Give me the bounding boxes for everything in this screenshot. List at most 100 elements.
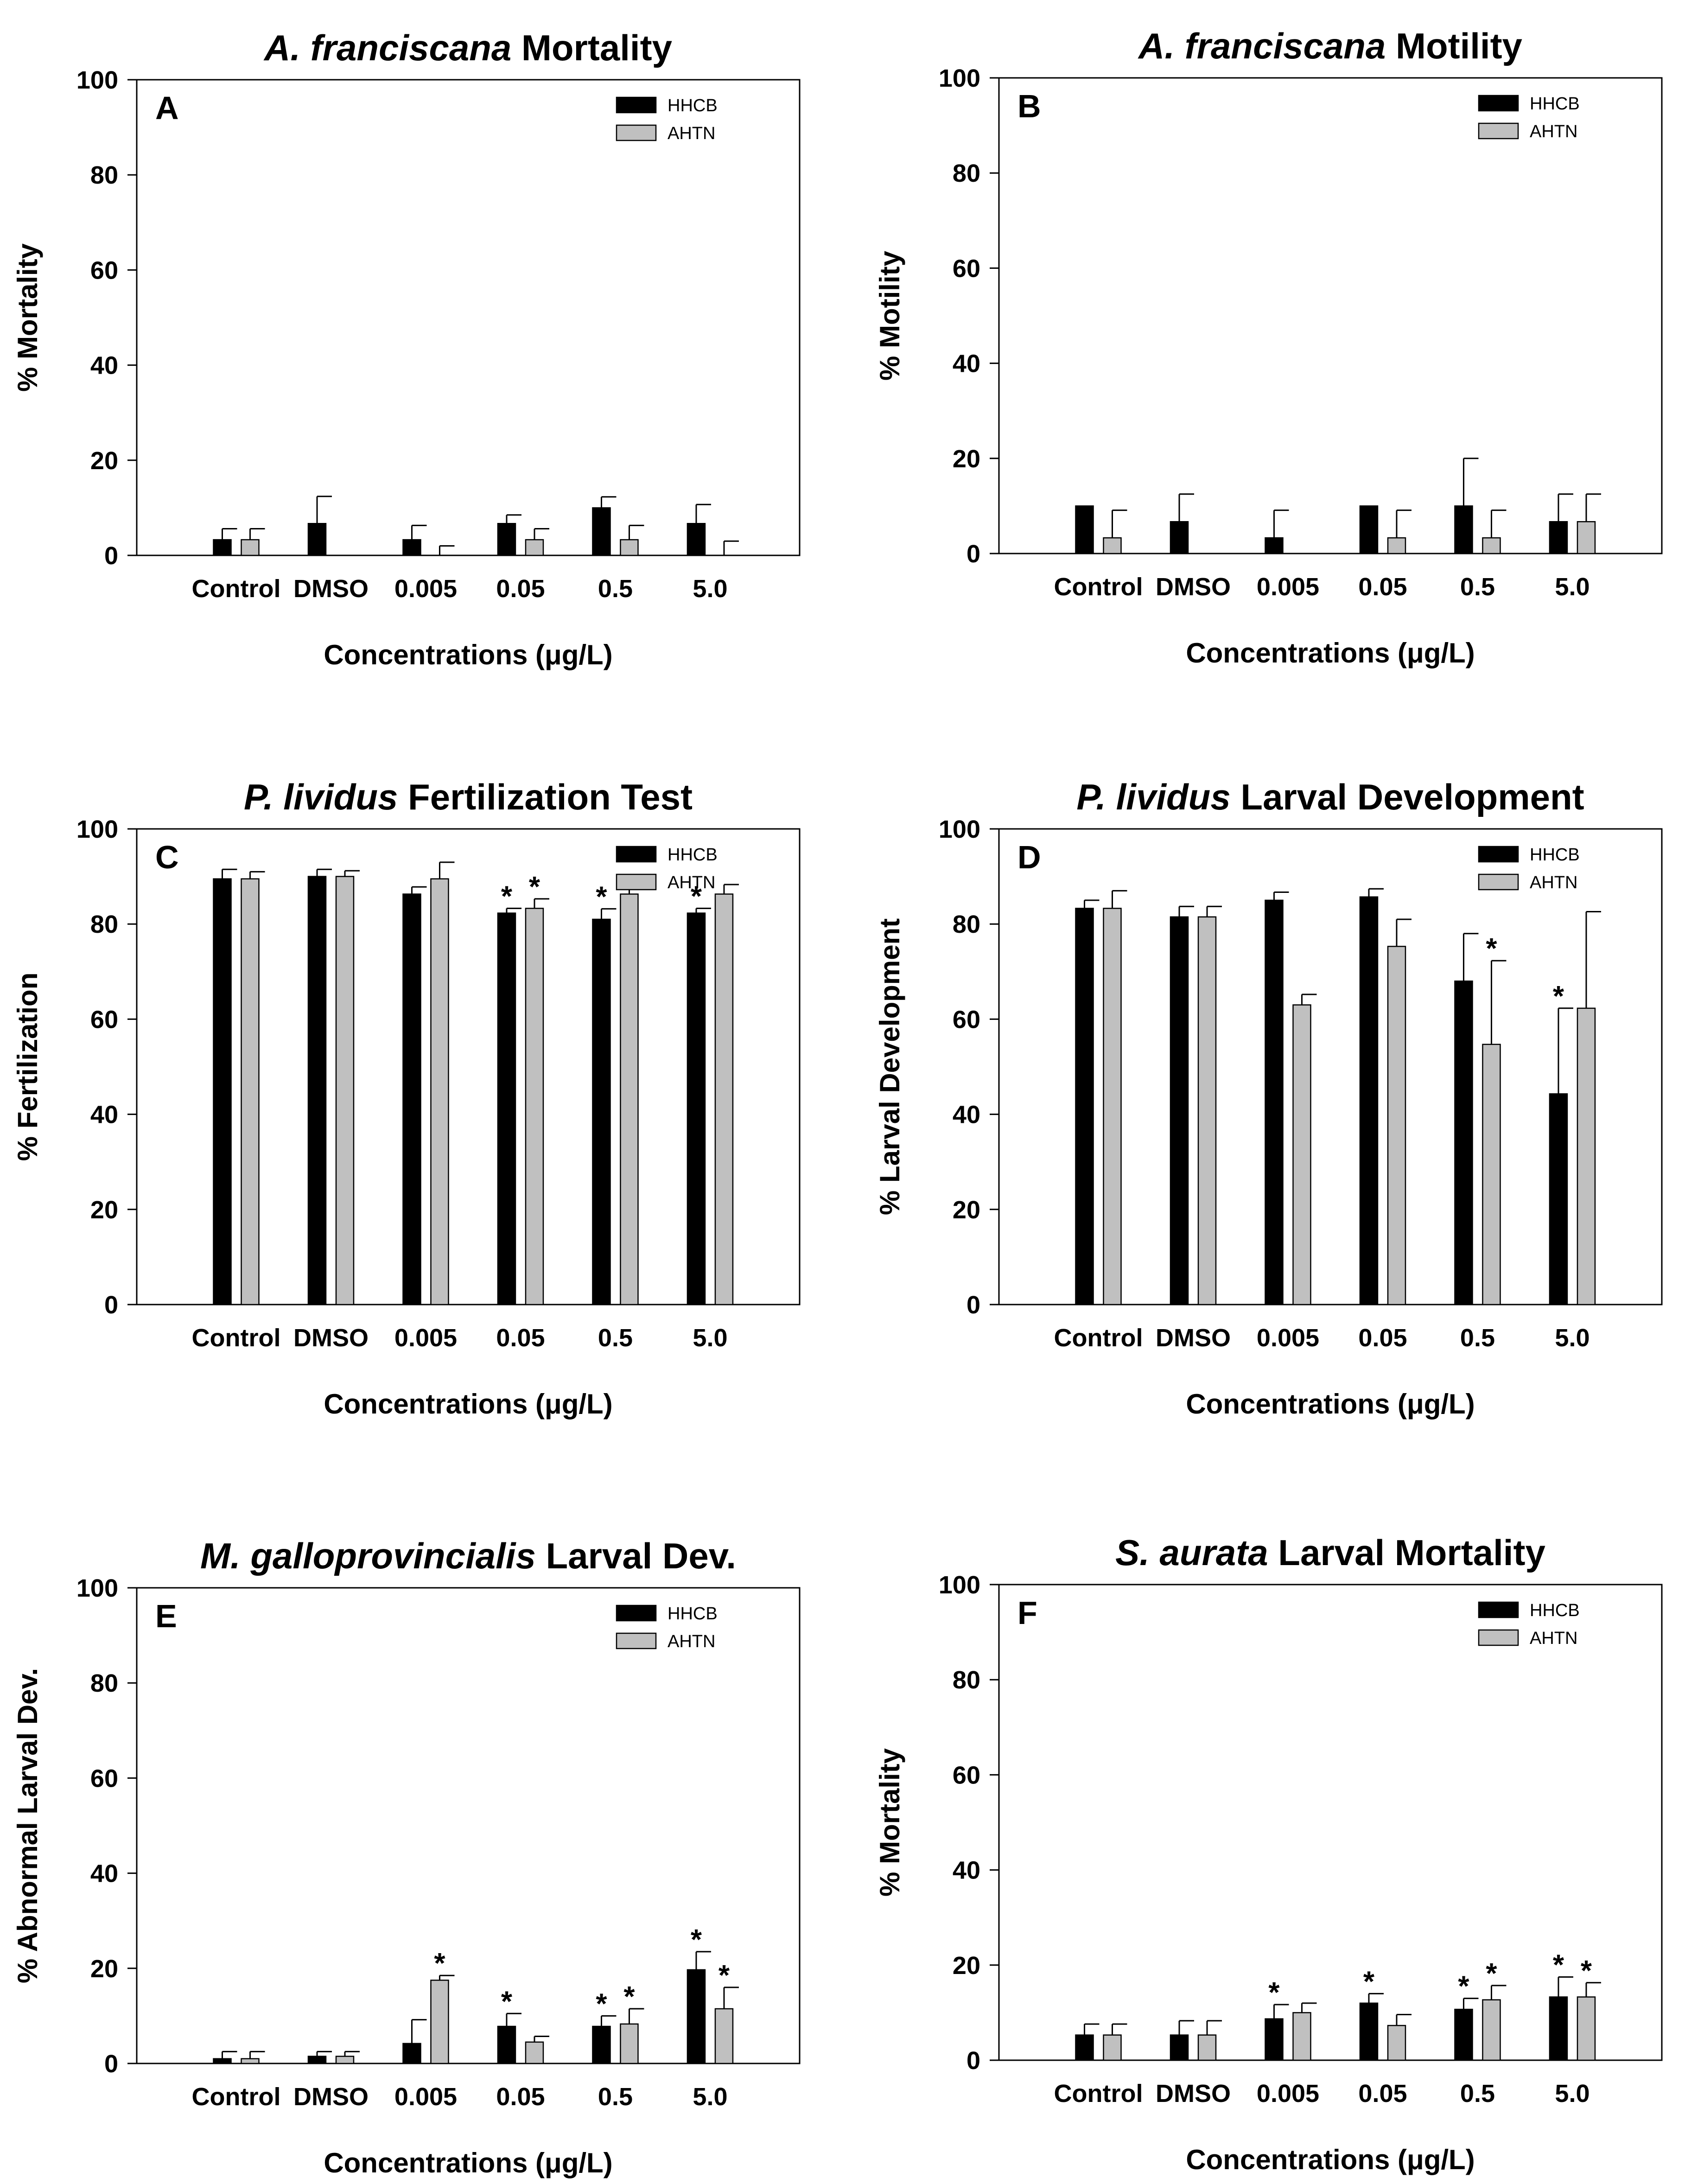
panel-e-ytick-label-40: 40 xyxy=(90,1860,118,1888)
panel-d-ahtn-bar-3 xyxy=(1387,946,1406,1305)
panel-c-ytick-label-80: 80 xyxy=(90,911,118,938)
panel-a-category-2: 0.005 xyxy=(394,575,457,603)
panel-f-hhcb-sig-4: * xyxy=(1458,1971,1469,2003)
panel-a-category-4: 0.5 xyxy=(598,575,633,603)
panel-f-title-part-1: Larval Mortality xyxy=(1268,1532,1545,1573)
panel-a-hhcb-bar-1 xyxy=(307,523,327,556)
panel-c-ytick-label-100: 100 xyxy=(76,815,118,843)
panel-b-ytick-label-40: 40 xyxy=(953,350,980,378)
panel-d-hhcb-bar-3 xyxy=(1359,896,1379,1305)
panel-e-legend-label-hhcb: HHCB xyxy=(668,1604,718,1624)
panel-c-ahtn-sig-3: * xyxy=(529,871,540,903)
panel-f-category-5: 5.0 xyxy=(1555,2080,1590,2108)
panel-f-hhcb-bar-2 xyxy=(1265,2018,1284,2061)
panel-c-hhcb-bar-0 xyxy=(213,878,232,1305)
panel-c-ytick-label-60: 60 xyxy=(90,1006,118,1033)
panel-d-hhcb-bar-0 xyxy=(1075,908,1094,1305)
panel-d-ytick-label-20: 20 xyxy=(953,1196,980,1224)
panel-f-ahtn-bar-2 xyxy=(1292,2012,1311,2061)
panel-f-hhcb-sig-5: * xyxy=(1553,1949,1564,1981)
panel-b-category-1: DMSO xyxy=(1156,573,1231,601)
panel-b-ahtn-bar-3 xyxy=(1387,537,1406,554)
panel-a-frame xyxy=(136,79,801,556)
panel-e-ahtn-bar-5 xyxy=(714,2008,734,2064)
panel-b-legend-swatch-ahtn xyxy=(1478,122,1519,140)
panel-d-legend-label-hhcb: HHCB xyxy=(1530,845,1580,865)
panel-c-hhcb-bar-4 xyxy=(592,918,611,1305)
panel-a-category-3: 0.05 xyxy=(496,575,545,603)
panel-a-ytick-label-100: 100 xyxy=(76,66,118,94)
panel-b-ytick-label-80: 80 xyxy=(953,159,980,187)
panel-b-ahtn-bar-5 xyxy=(1577,521,1596,554)
panel-c-ytick-label-20: 20 xyxy=(90,1196,118,1224)
panel-e-ytick-label-60: 60 xyxy=(90,1764,118,1792)
panel-d-ahtn-bar-0 xyxy=(1103,908,1122,1305)
panel-a-ahtn-bar-3 xyxy=(525,539,544,556)
panel-c-ahtn-bar-1 xyxy=(335,876,355,1305)
panel-b: A. franciscana Motility B 0 20 40 60 80 100 % Mo… xyxy=(874,25,1663,669)
panel-c-ytick-label-40: 40 xyxy=(90,1101,118,1129)
panel-f-hhcb-bar-1 xyxy=(1170,2034,1189,2061)
panel-a-ylabel: % Mortality xyxy=(12,243,43,392)
panel-c-letter: C xyxy=(155,839,179,875)
panel-e-ytick-label-0: 0 xyxy=(104,2050,118,2078)
panel-c-hhcb-sig-4: * xyxy=(596,881,607,913)
panel-d-hhcb-bar-1 xyxy=(1170,916,1189,1305)
panel-d-hhcb-bar-2 xyxy=(1265,899,1284,1305)
panel-c-hhcb-bar-3 xyxy=(497,912,516,1305)
panel-e-xlabel: Concentrations (μg/L) xyxy=(324,2147,612,2178)
panel-c-hhcb-bar-2 xyxy=(402,893,421,1305)
panel-c-ytick-label-0: 0 xyxy=(104,1291,118,1319)
panel-e-ahtn-sig-4: * xyxy=(623,1981,635,2013)
panel-f-ahtn-bar-4 xyxy=(1482,1999,1501,2061)
panel-f-xlabel: Concentrations (μg/L) xyxy=(1186,2144,1475,2175)
panel-f-legend-swatch-hhcb xyxy=(1478,1601,1519,1618)
panel-a-title-part-1: Mortality xyxy=(511,27,672,68)
panel-e-ahtn-bar-3 xyxy=(525,2041,544,2064)
panel-e-hhcb-sig-4: * xyxy=(596,1988,607,2020)
panel-f-ytick-label-40: 40 xyxy=(953,1857,980,1885)
panel-e-ylabel: % Abnormal Larval Dev. xyxy=(12,1668,43,1983)
panel-f-ylabel: % Mortality xyxy=(874,1748,905,1897)
panel-d-letter: D xyxy=(1017,839,1041,875)
panel-c-ahtn-bar-0 xyxy=(241,878,260,1305)
panel-d-legend-swatch-ahtn xyxy=(1478,873,1519,891)
panel-d-hhcb-bar-4 xyxy=(1454,981,1473,1305)
panel-f-ahtn-bar-1 xyxy=(1197,2034,1217,2061)
panel-f-ahtn-sig-4: * xyxy=(1486,1958,1497,1990)
panel-d-ahtn-bar-5 xyxy=(1577,1007,1596,1305)
panel-f-category-4: 0.5 xyxy=(1460,2080,1495,2108)
panel-e-ytick-label-80: 80 xyxy=(90,1669,118,1697)
panel-d-hhcb-bar-5 xyxy=(1549,1093,1568,1305)
panel-c-ahtn-bar-3 xyxy=(525,908,544,1305)
panel-d-category-5: 5.0 xyxy=(1555,1324,1590,1352)
panel-d-frame xyxy=(998,828,1663,1305)
panel-b-ytick-label-100: 100 xyxy=(939,64,980,92)
panel-f-ahtn-sig-5: * xyxy=(1581,1955,1592,1987)
panel-b-frame xyxy=(998,77,1663,554)
panel-a-category-5: 5.0 xyxy=(693,575,727,603)
panel-d-category-0: Control xyxy=(1054,1324,1143,1352)
panel-c-legend-swatch-hhcb xyxy=(616,846,657,863)
panel-b-legend-swatch-hhcb xyxy=(1478,95,1519,112)
panel-f-title-part-0: S. aurata xyxy=(1115,1532,1268,1573)
panel-b-ylabel: % Motility xyxy=(874,250,905,381)
panel-a-category-1: DMSO xyxy=(293,575,369,603)
panel-b-hhcb-bar-0 xyxy=(1075,505,1094,554)
panel-c-category-1: DMSO xyxy=(293,1324,369,1352)
panel-d-category-1: DMSO xyxy=(1156,1324,1231,1352)
panel-d-legend-swatch-hhcb xyxy=(1478,846,1519,863)
panel-f-hhcb-sig-3: * xyxy=(1363,1966,1375,1998)
panel-a-ahtn-bar-0 xyxy=(241,539,260,556)
panel-b-hhcb-bar-2 xyxy=(1265,537,1284,554)
panel-e: M. galloprovincialis Larval Dev. E 0 20 40 60… xyxy=(12,1535,801,2178)
panel-a-ytick-label-60: 60 xyxy=(90,256,118,284)
panel-c-title-part-1: Fertilization Test xyxy=(398,777,693,817)
panel-a-hhcb-bar-5 xyxy=(687,523,706,556)
panel-d: P. lividus Larval Development D 0 20 40 60 80 1… xyxy=(874,777,1663,1420)
panel-a-ytick-label-40: 40 xyxy=(90,352,118,380)
panel-c-ahtn-bar-2 xyxy=(430,878,449,1305)
panel-d-legend-label-ahtn: AHTN xyxy=(1530,873,1577,892)
panel-d-ylabel: % Larval Development xyxy=(874,918,905,1215)
